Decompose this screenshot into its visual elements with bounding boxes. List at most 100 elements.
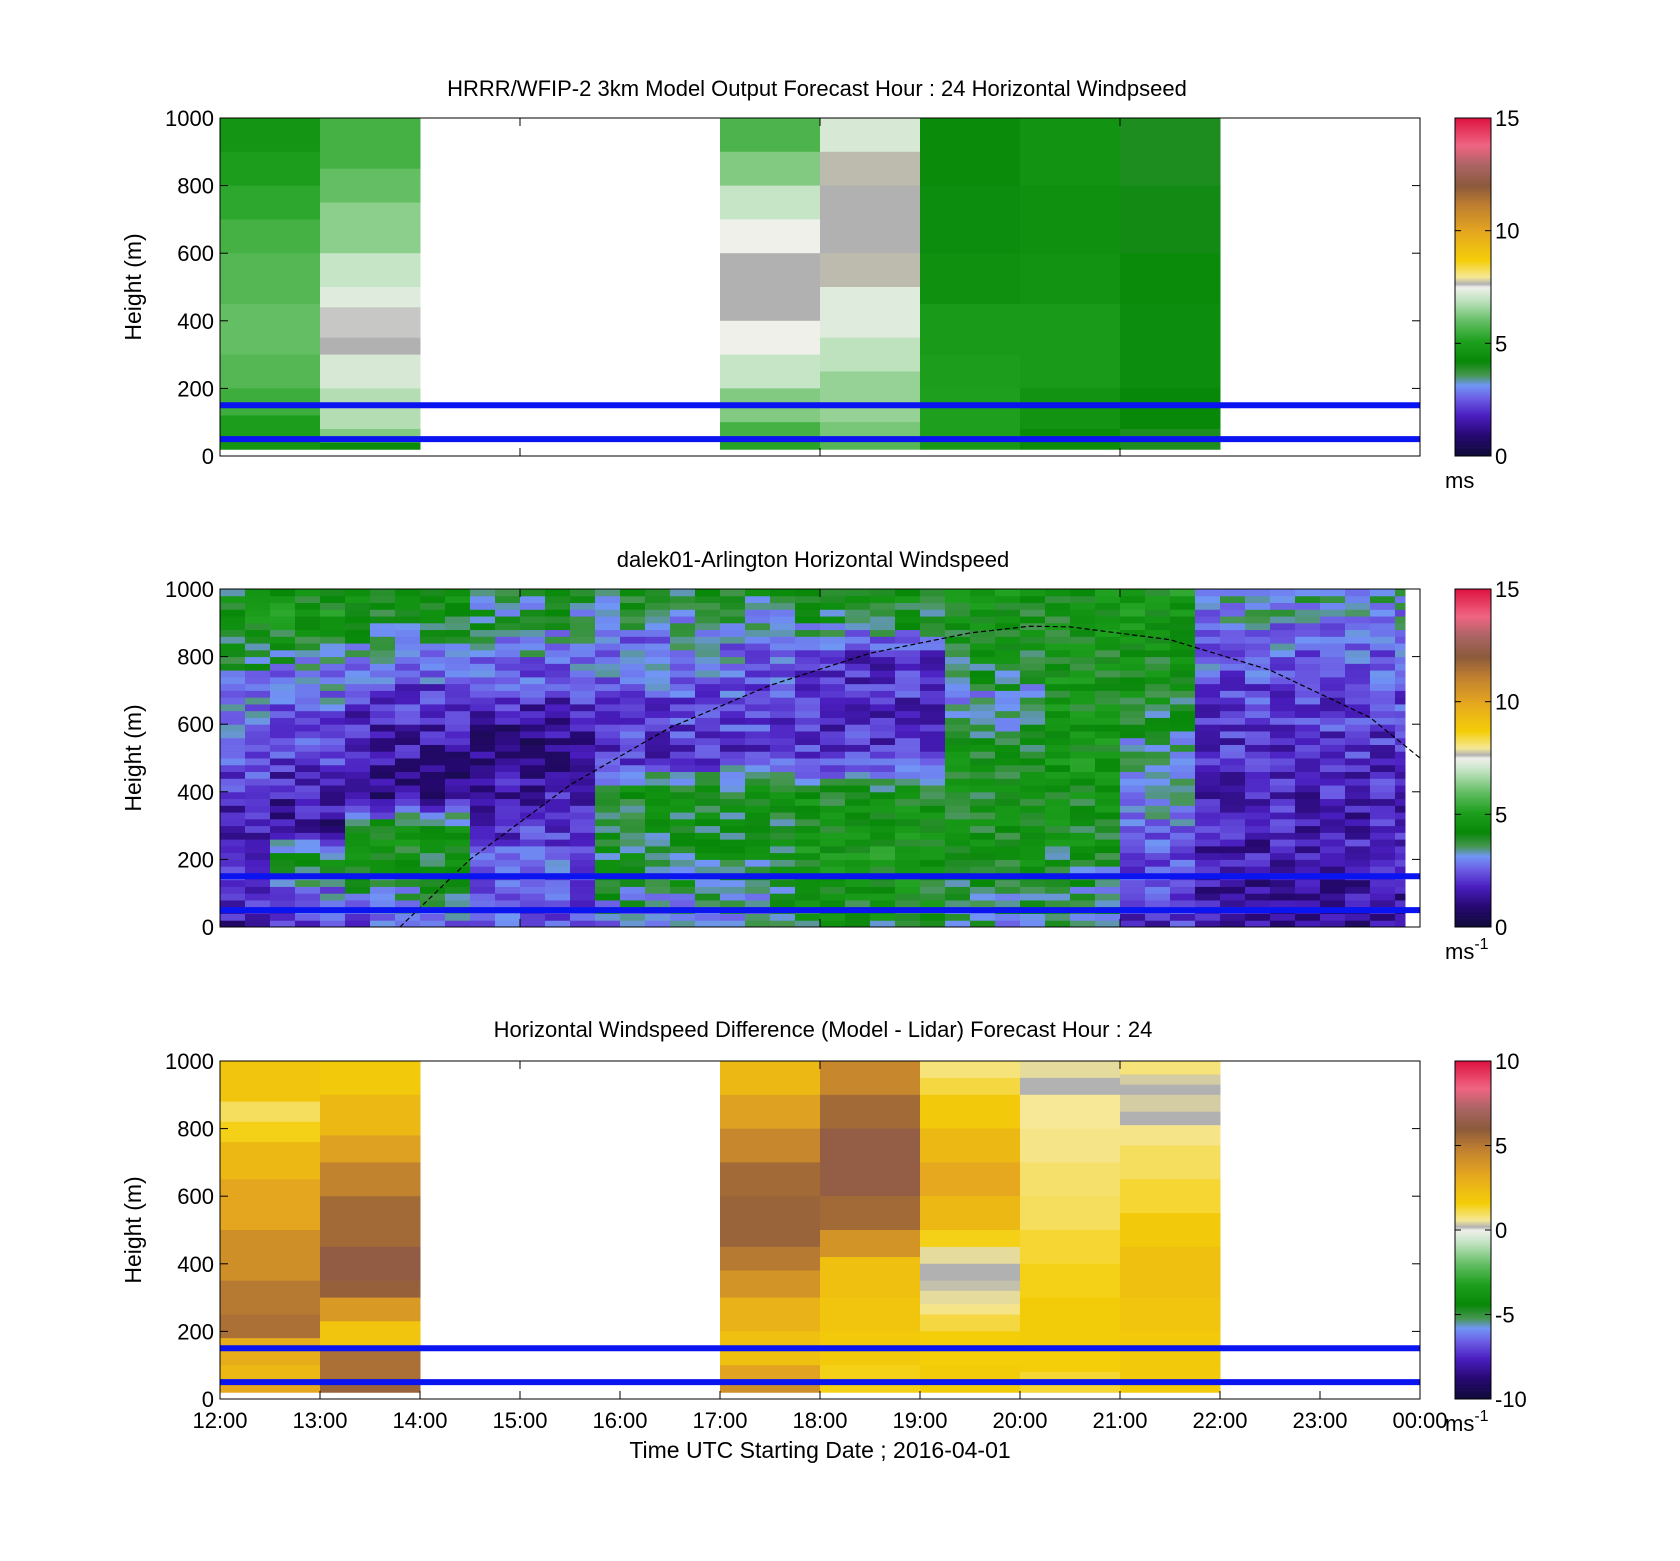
lidar-cell-527 xyxy=(470,737,496,745)
lidar-cell-1441 xyxy=(920,643,946,651)
model-colorbar-band-12 xyxy=(1455,437,1491,440)
lidar-cell-2083 xyxy=(1245,697,1271,705)
lidar-cell-437 xyxy=(420,670,446,678)
lidar-cell-588 xyxy=(495,663,521,671)
lidar-colorbar-band-166 xyxy=(1455,691,1491,694)
lidar-cell-1694 xyxy=(1045,622,1071,631)
lidar-cell-538 xyxy=(470,663,496,671)
lidar-cell-1038 xyxy=(720,663,746,671)
lidar-cell-1175 xyxy=(795,751,821,759)
model-colorbar-band-71 xyxy=(1455,354,1491,357)
lidar-cell-655 xyxy=(545,886,571,894)
lidar-cell-622 xyxy=(520,771,546,779)
model-colorbar-band-80 xyxy=(1455,341,1491,344)
lidar-cell-754 xyxy=(595,893,621,901)
lidar-cell-1083 xyxy=(745,697,771,705)
lidar-colorbar-band-161 xyxy=(1455,698,1491,701)
lidar-cell-1773 xyxy=(1095,764,1121,773)
lidar-cell-73 xyxy=(245,764,271,773)
lidar-cell-1216 xyxy=(820,812,846,820)
lidar-cell-1746 xyxy=(1070,609,1096,617)
lidar-cell-2309 xyxy=(1370,859,1396,867)
lidar-cell-974 xyxy=(695,758,721,766)
lidar-cell-163 xyxy=(295,832,321,840)
model-colorbar-band-159 xyxy=(1455,230,1491,233)
model-colorbar-band-18 xyxy=(1455,429,1491,432)
lidar-cell-496 xyxy=(445,609,471,617)
lidar-cell-1531 xyxy=(970,710,996,718)
model-colorbar-band-186 xyxy=(1455,192,1491,195)
lidar-cell-2047 xyxy=(1220,602,1246,610)
lidar-cell-2196 xyxy=(1295,609,1321,617)
model-colorbar-band-147 xyxy=(1455,247,1491,250)
model-cell-2-5 xyxy=(720,320,821,356)
lidar-colorbar-tick-label-3: 15 xyxy=(1495,577,1519,602)
difference-colorbar-band-88 xyxy=(1455,1273,1491,1276)
lidar-cell-1588 xyxy=(995,663,1021,671)
lidar-cell-281 xyxy=(345,710,371,718)
lidar-cell-1943 xyxy=(1170,629,1196,637)
model-colorbar-band-63 xyxy=(1455,365,1491,368)
lidar-colorbar-band-63 xyxy=(1455,836,1491,839)
lidar-cell-262 xyxy=(345,839,371,847)
lidar-cell-2094 xyxy=(1245,622,1271,631)
lidar-cell-2364 xyxy=(1395,825,1406,833)
lidar-cell-75 xyxy=(245,751,271,759)
lidar-cell-1413 xyxy=(920,832,946,840)
difference-colorbar-band-143 xyxy=(1455,1196,1491,1199)
model-colorbar-band-182 xyxy=(1455,198,1491,201)
difference-colorbar-band-67 xyxy=(1455,1303,1491,1306)
lidar-cell-1878 xyxy=(1145,730,1171,739)
lidar-cell-2174 xyxy=(1295,758,1321,766)
lidar-cell-158 xyxy=(295,866,321,874)
lidar-cell-456 xyxy=(445,879,471,887)
lidar-cell-443 xyxy=(420,629,446,637)
lidar-cell-587 xyxy=(495,670,521,678)
difference-colorbar-band-26 xyxy=(1455,1360,1491,1363)
lidar-cell-1350 xyxy=(895,920,921,928)
lidar-cell-1024 xyxy=(720,758,746,766)
difference-colorbar-band-131 xyxy=(1455,1213,1491,1215)
lidar-cell-38 xyxy=(220,663,246,671)
lidar-colorbar-band-217 xyxy=(1455,619,1491,622)
lidar-cell-1835 xyxy=(1120,683,1146,691)
lidar-cell-810 xyxy=(620,852,646,860)
lidar-colorbar-band-160 xyxy=(1455,700,1491,703)
lidar-cell-510 xyxy=(470,852,496,860)
lidar-cell-1209 xyxy=(820,859,846,867)
lidar-cell-855 xyxy=(645,886,671,894)
lidar-cell-1332 xyxy=(870,703,896,712)
lidar-colorbar-band-116 xyxy=(1455,762,1491,765)
lidar-cell-1903 xyxy=(1170,899,1196,908)
lidar-colorbar-band-13 xyxy=(1455,907,1491,910)
lidar-cell-2121 xyxy=(1270,778,1296,786)
lidar-cell-134 xyxy=(270,690,296,698)
lidar-colorbar-band-0 xyxy=(1455,925,1491,928)
lidar-cell-1346 xyxy=(870,609,896,617)
lidar-cell-1264 xyxy=(845,825,871,833)
lidar-cell-997 xyxy=(695,602,721,610)
lidar-cell-89 xyxy=(245,656,271,664)
lidar-cell-542 xyxy=(470,636,496,644)
lidar-colorbar-band-42 xyxy=(1455,866,1491,869)
lidar-cell-1518 xyxy=(970,798,996,806)
lidar-cell-1990 xyxy=(1195,649,1221,658)
lidar-cell-639 xyxy=(520,656,546,664)
model-colorbar-band-4 xyxy=(1455,448,1491,451)
lidar-cell-194 xyxy=(295,622,321,631)
lidar-cell-1967 xyxy=(1195,805,1221,813)
lidar-cell-1543 xyxy=(970,629,996,637)
lidar-cell-338 xyxy=(370,663,396,671)
lidar-colorbar-band-9 xyxy=(1455,912,1491,915)
lidar-cell-2178 xyxy=(1295,730,1321,739)
lidar-cell-630 xyxy=(520,717,546,725)
lidar-cell-696 xyxy=(545,609,571,617)
lidar-cell-1226 xyxy=(820,744,846,752)
lidar-cell-1549 xyxy=(970,589,996,597)
model-cell-4-5 xyxy=(920,388,1021,440)
lidar-cell-1243 xyxy=(820,629,846,637)
lidar-cell-625 xyxy=(520,751,546,759)
difference-colorbar-band-118 xyxy=(1455,1231,1491,1234)
lidar-cell-2144 xyxy=(1270,622,1296,631)
